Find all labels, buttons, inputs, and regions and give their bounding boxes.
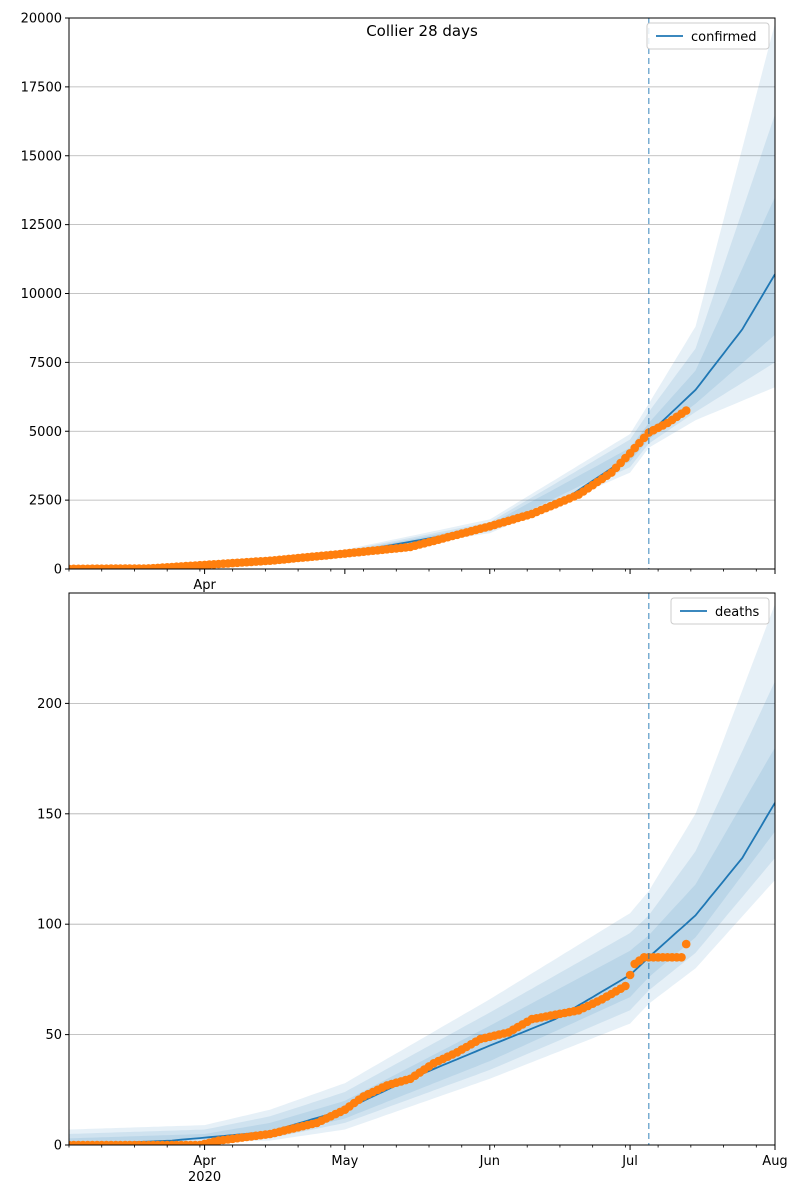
x-tick-sublabel: 2020 (188, 1170, 221, 1185)
x-tick-label: Aug (762, 1154, 787, 1169)
y-tick-label: 10000 (21, 287, 62, 302)
y-tick-label: 2500 (29, 494, 62, 509)
uncertainty-band-2 (69, 114, 775, 569)
legend-label: deaths (715, 605, 760, 620)
y-tick-label: 100 (37, 918, 62, 933)
x-tick-label: Apr (193, 578, 216, 593)
legend: confirmed (646, 22, 770, 50)
observed-point (625, 970, 635, 980)
y-tick-label: 7500 (29, 356, 62, 371)
uncertainty-band-1 (69, 604, 775, 1145)
observed-point (681, 939, 691, 949)
plot-area (69, 604, 775, 1145)
y-tick-label: 17500 (21, 80, 62, 95)
confirmed-chart: 0 2500 5000 7500 10000 12500 15000 17500 20000 Ap… (21, 12, 776, 593)
y-tick-label: 200 (37, 697, 62, 712)
observed-point (677, 953, 686, 962)
axes-frame (68, 592, 776, 1146)
y-tick-label: 5000 (29, 425, 62, 440)
x-tick-label: Apr (193, 1154, 216, 1169)
legend: deaths (670, 597, 770, 625)
y-tick-label: 150 (37, 807, 62, 822)
observed-point (621, 981, 630, 991)
y-tick-label: 0 (54, 563, 62, 578)
x-tick-label: May (331, 1154, 358, 1169)
y-tick-label: 12500 (21, 218, 62, 233)
plot-area (69, 23, 775, 569)
uncertainty-band-1 (69, 23, 775, 569)
chart-title: Collier 28 days (366, 22, 478, 40)
legend-label: confirmed (691, 30, 757, 45)
x-tick-label: Jul (621, 1154, 638, 1169)
y-tick-label: 20000 (21, 12, 62, 27)
uncertainty-band-3 (69, 747, 775, 1145)
x-tick-label: Jun (479, 1154, 500, 1169)
observed-point (681, 406, 691, 415)
y-tick-label: 15000 (21, 149, 62, 164)
uncertainty-band-2 (69, 681, 775, 1145)
legend-box (670, 597, 770, 625)
legend-box (646, 22, 770, 50)
y-tick-label: 50 (45, 1028, 62, 1043)
y-tick-label: 0 (54, 1139, 62, 1154)
